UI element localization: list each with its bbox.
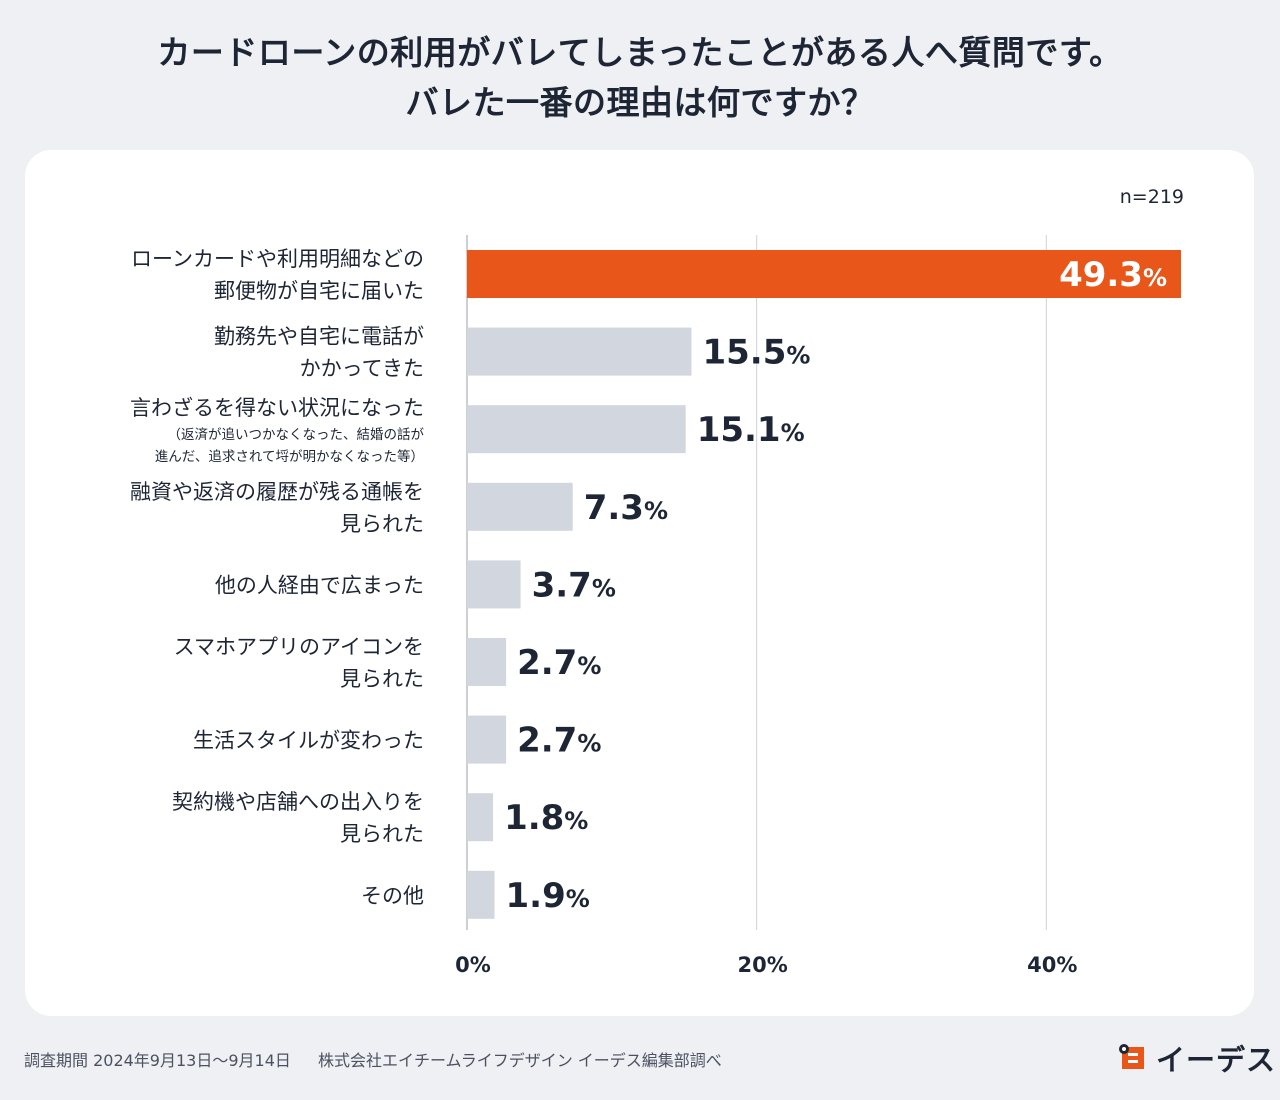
data-label: 7.3% xyxy=(584,488,668,528)
category-label: 見られた xyxy=(340,667,424,691)
bar xyxy=(467,327,692,376)
data-label: 3.7% xyxy=(532,565,616,605)
chart-title-line-1: カードローンの利用がバレてしまったことがある人へ質問です。 xyxy=(157,33,1123,72)
category-label: その他 xyxy=(361,884,424,908)
bar xyxy=(467,638,507,686)
category-label: 見られた xyxy=(340,822,424,846)
category-label: かかってきた xyxy=(300,357,424,381)
chart-title-line-2: バレた一番の理由は何ですか？ xyxy=(405,83,875,122)
category-label: ローンカードや利用明細などの xyxy=(131,247,424,271)
x-tick-label: 0% xyxy=(455,953,491,977)
category-label: 勤務先や自宅に電話が xyxy=(214,325,424,349)
chart-title: カードローンの利用がバレてしまったことがある人へ質問です。 バレた一番の理由は何… xyxy=(0,28,1280,128)
data-label: 1.9% xyxy=(506,876,590,916)
x-tick-label: 20% xyxy=(738,953,788,977)
data-label: 2.7% xyxy=(517,721,601,761)
brand-logo: イーデス xyxy=(1118,1040,1277,1077)
edes-logo-icon xyxy=(1119,1044,1144,1069)
data-label: 2.7% xyxy=(517,643,601,683)
category-label: 他の人経由で広まった xyxy=(215,573,424,597)
category-label: 生活スタイルが変わった xyxy=(193,729,424,753)
category-note: 進んだ、追求されて埒が明かなくなった等） xyxy=(155,448,424,465)
data-label: 49.3% xyxy=(1059,255,1167,295)
category-label: 郵便物が自宅に届いた xyxy=(214,279,424,303)
footer-note: 調査期間 2024年9月13日〜9月14日 株式会社エイチームライフデザイン イ… xyxy=(24,1047,744,1071)
x-tick-label: 40% xyxy=(1027,953,1077,977)
bar xyxy=(467,482,573,531)
sample-size: n=219 xyxy=(1119,186,1184,208)
bar xyxy=(467,793,494,842)
category-label: スマホアプリのアイコンを xyxy=(174,635,424,659)
source-credit: 株式会社エイチームライフデザイン イーデス編集部調べ xyxy=(317,1051,722,1070)
category-label: 言わざるを得ない状況になった xyxy=(130,396,424,420)
bar xyxy=(467,715,507,764)
bar xyxy=(467,405,686,454)
data-label: 15.1% xyxy=(697,410,805,450)
bar xyxy=(467,870,495,919)
category-label: 見られた xyxy=(340,512,424,536)
category-label: 契約機や店舗への出入りを xyxy=(172,790,424,814)
data-label: 1.8% xyxy=(504,798,588,838)
data-label: 15.5% xyxy=(702,333,810,373)
category-note: （返済が追いつかなくなった、結婚の話が xyxy=(168,426,425,443)
bar xyxy=(467,560,521,609)
brand-name: イーデス xyxy=(1156,1043,1277,1077)
bar xyxy=(467,250,1181,298)
survey-period: 調査期間 2024年9月13日〜9月14日 xyxy=(24,1051,291,1070)
category-label: 融資や返済の履歴が残る通帳を xyxy=(130,480,424,504)
